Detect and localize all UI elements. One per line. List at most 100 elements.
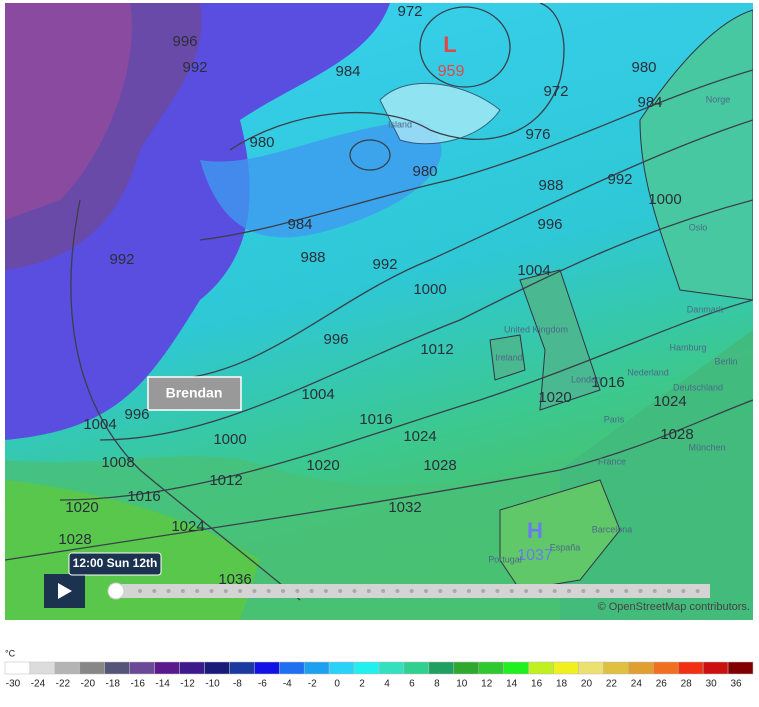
slider-step[interactable]	[452, 589, 457, 593]
slider-step[interactable]	[295, 589, 300, 593]
slider-step[interactable]	[595, 589, 600, 593]
place-name: Oslo	[689, 222, 708, 232]
slider-step[interactable]	[552, 589, 557, 593]
slider-step[interactable]	[323, 589, 328, 593]
legend-swatch	[478, 661, 504, 675]
slider-step[interactable]	[481, 589, 486, 593]
slider-step[interactable]	[538, 589, 543, 593]
slider-step[interactable]	[223, 589, 228, 593]
slider-step[interactable]	[209, 589, 214, 593]
low-letter: L	[443, 32, 456, 57]
isobar-label: 992	[372, 256, 397, 273]
legend-swatch	[453, 661, 479, 675]
slider-step[interactable]	[524, 589, 529, 593]
isobar-label: 984	[637, 94, 662, 111]
legend-swatch	[303, 661, 330, 675]
slider-step[interactable]	[652, 589, 657, 593]
isobar-label: 1016	[127, 488, 160, 505]
legend-label: -10	[205, 679, 220, 690]
legend-swatch	[104, 661, 130, 675]
slider-step[interactable]	[509, 589, 514, 593]
slider-handle[interactable]	[107, 582, 125, 600]
legend-label: 36	[731, 679, 743, 690]
isobar-label: 980	[249, 134, 274, 151]
slider-step[interactable]	[381, 589, 386, 593]
slider-step[interactable]	[667, 589, 672, 593]
legend-label: -14	[155, 679, 170, 690]
slider-step[interactable]	[395, 589, 400, 593]
isobar-label: 1036	[218, 571, 251, 588]
slider-step[interactable]	[624, 589, 629, 593]
place-name: United Kingdom	[504, 324, 568, 334]
slider-step[interactable]	[338, 589, 343, 593]
low-pressure: 959	[438, 63, 465, 80]
legend-label: 2	[359, 679, 365, 690]
isobar-label: 996	[537, 216, 562, 233]
slider-step[interactable]	[424, 589, 428, 593]
slider-step[interactable]	[638, 589, 643, 593]
slider-step[interactable]	[180, 589, 185, 593]
legend-label: 16	[531, 679, 543, 690]
legend-swatch	[428, 661, 455, 675]
attribution: © OpenStreetMap contributors.	[598, 601, 750, 613]
legend-label: 0	[334, 679, 340, 690]
slider-step[interactable]	[195, 589, 200, 593]
slider-step[interactable]	[238, 589, 243, 593]
legend-swatch	[503, 661, 529, 675]
slider-step[interactable]	[152, 589, 157, 593]
isobar-label: 984	[287, 216, 312, 233]
isobar-label: 1004	[517, 262, 550, 279]
legend-unit: °C	[5, 648, 16, 658]
legend-label: 20	[581, 679, 593, 690]
legend-swatch	[279, 661, 305, 675]
slider-step[interactable]	[281, 589, 285, 593]
slider-step[interactable]	[252, 589, 257, 593]
slider-step[interactable]	[166, 589, 171, 593]
storm-label-box	[147, 376, 242, 411]
isobar-label: 996	[124, 406, 149, 423]
isobar-label: 996	[323, 331, 348, 348]
isobar-label: 988	[538, 177, 563, 194]
place-name: Barcelona	[592, 524, 633, 534]
slider-step[interactable]	[366, 589, 371, 593]
isobar-label: 1028	[660, 426, 693, 443]
place-name: Deutschland	[673, 382, 723, 392]
slider-step[interactable]	[466, 589, 471, 593]
place-name: Paris	[604, 414, 625, 424]
legend-swatch	[528, 661, 554, 675]
storm-label: Brendan	[166, 385, 223, 401]
slider-step[interactable]	[266, 589, 271, 593]
legend-swatch	[129, 661, 155, 675]
slider-step[interactable]	[567, 589, 571, 593]
place-name: Ireland	[495, 352, 523, 362]
legend-label: -6	[258, 679, 267, 690]
slider-step[interactable]	[495, 589, 500, 593]
legend-swatch	[553, 661, 579, 675]
high-letter: H	[527, 518, 543, 543]
legend-label: -4	[283, 679, 292, 690]
legend-label: 18	[556, 679, 568, 690]
legend-label: 6	[409, 679, 415, 690]
slider-step[interactable]	[438, 589, 443, 593]
place-name: Danmark	[687, 304, 724, 314]
legend-swatch	[328, 661, 355, 675]
slider-step[interactable]	[581, 589, 586, 593]
legend-label: 26	[656, 679, 668, 690]
isobar-label: 980	[412, 163, 437, 180]
slider-step[interactable]	[352, 589, 357, 593]
legend-label: 22	[606, 679, 618, 690]
isobar-label: 1020	[306, 457, 339, 474]
legend-swatch	[254, 661, 280, 675]
slider-step[interactable]	[309, 589, 314, 593]
slider-step[interactable]	[681, 589, 686, 593]
time-tooltip	[68, 552, 162, 576]
isobar-label: 992	[607, 171, 632, 188]
slider-step[interactable]	[138, 589, 142, 593]
slider-step[interactable]	[609, 589, 614, 593]
legend-label: 14	[506, 679, 518, 690]
legend-swatch	[702, 661, 729, 675]
slider-step[interactable]	[695, 589, 700, 593]
isobar-label: 1020	[538, 389, 571, 406]
legend-label: 4	[384, 679, 390, 690]
slider-step[interactable]	[409, 589, 414, 593]
